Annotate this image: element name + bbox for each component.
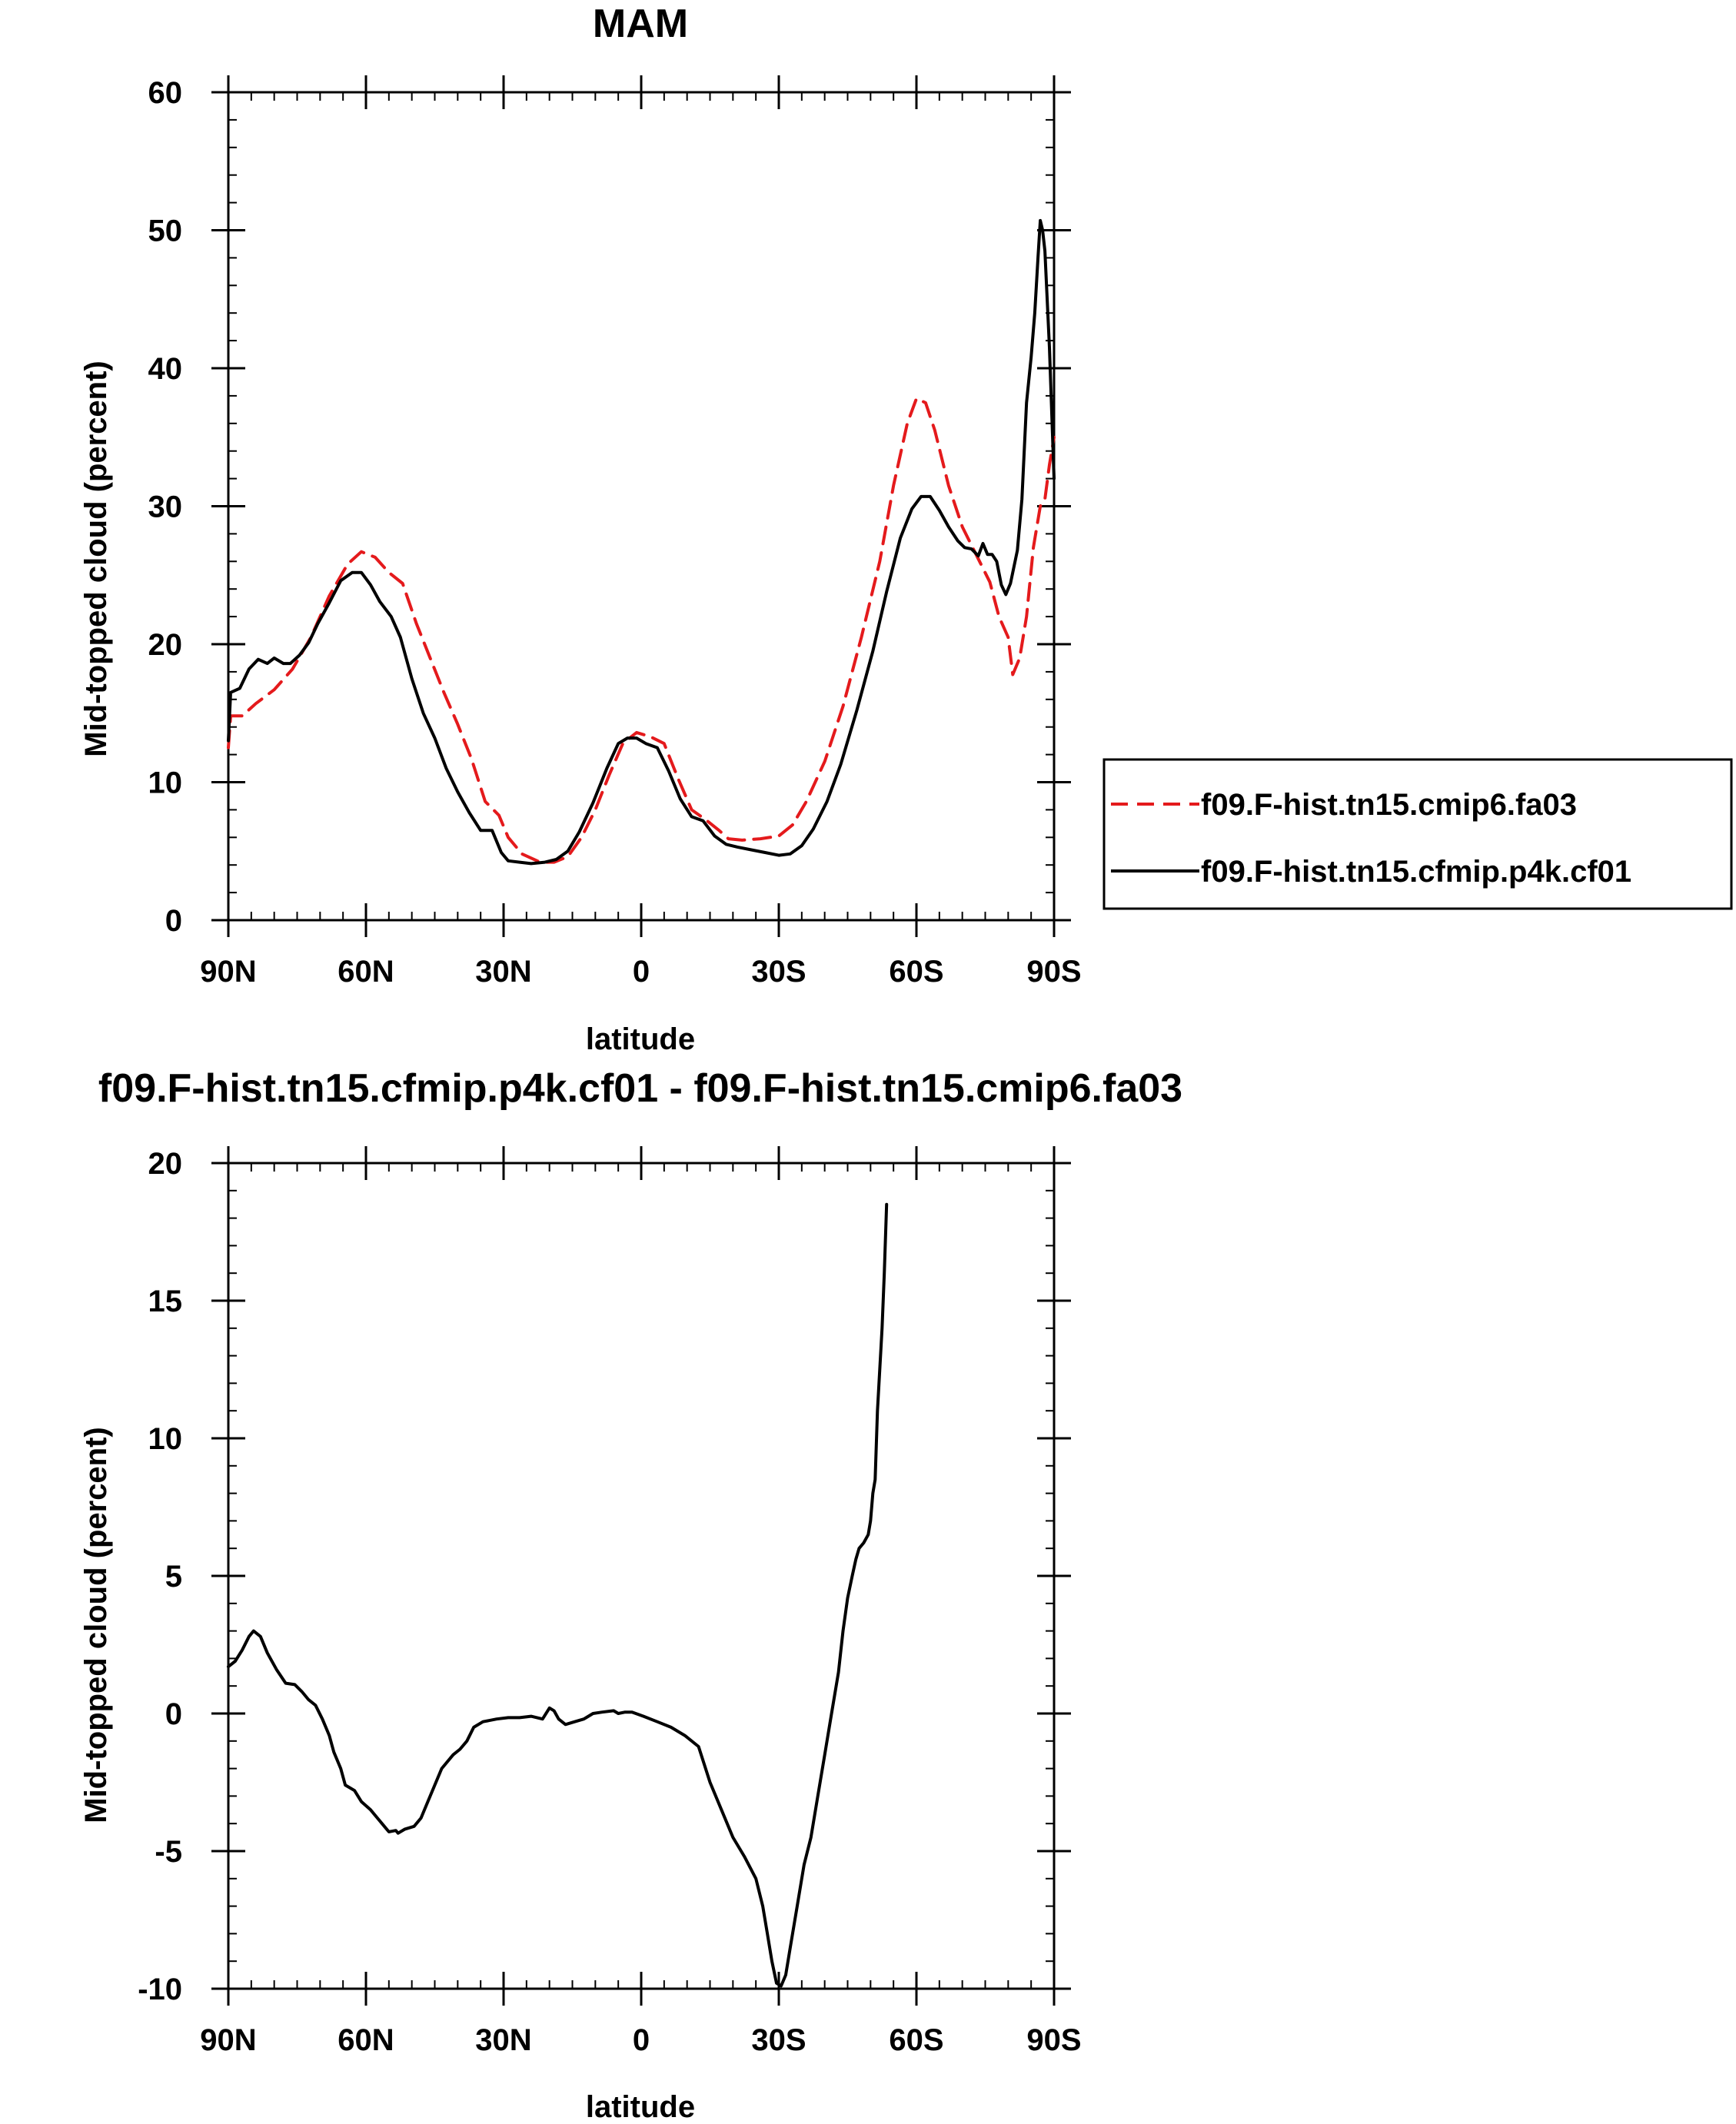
top-plot-frame [227,91,1056,922]
top-chart-title: MAM [593,2,688,46]
bottom-plot-frame [227,1162,1056,1990]
top-y-tick-label: 50 [148,214,183,248]
top-y-tick-label: 10 [148,766,183,800]
top-x-tick-label: 30N [475,955,531,989]
bottom-x-tick-label: 60N [338,2023,394,2057]
top-y-tick-label: 30 [148,490,183,524]
bottom-x-tick-label: 0 [633,2023,650,2057]
bottom-x-tick-label: 60S [889,2023,943,2057]
bottom-y-tick-label: 5 [165,1560,182,1594]
bottom-chart-title: f09.F-hist.tn15.cfmip.p4k.cf01 - f09.F-h… [98,1066,1182,1111]
bottom-chart-xlabel: latitude [586,2090,695,2124]
top-x-tick-label: 30S [751,955,806,989]
bottom-x-tick-label: 30N [475,2023,531,2057]
top-chart-ylabel: Mid-topped cloud (percent) [79,361,113,757]
bottom-chart-axes: 90N 60N 30N 0 30S 60S 90S -10 -5 0 5 10 15 20 [138,1146,1082,2057]
legend-label-cf01: f09.F-hist.tn15.cfmip.p4k.cf01 [1201,855,1631,889]
bottom-y-tick-label: -10 [138,1973,182,2006]
bottom-y-tick-label: 10 [148,1422,183,1456]
legend-box [1102,758,1733,910]
top-x-tick-label: 90N [200,955,256,989]
top-x-tick-label: 60S [889,955,943,989]
bottom-y-tick-label: 15 [148,1285,183,1318]
bottom-y-tick-label: 20 [148,1147,183,1181]
legend-label-fa03: f09.F-hist.tn15.cmip6.fa03 [1201,788,1577,822]
bottom-chart-series [227,1202,889,1988]
top-series-line-1 [227,397,1056,864]
top-series-line-2 [227,218,1056,866]
legend: f09.F-hist.tn15.cmip6.fa03 f09.F-hist.tn… [1102,758,1733,910]
bottom-series-line-1 [227,1202,889,1988]
top-chart: MAM 90N 60N 30N 0 30S 60S 90S 0 10 20 30 40 50 60 lat… [79,2,1733,1056]
bottom-x-tick-label: 30S [751,2023,806,2057]
bottom-y-tick-label: 0 [165,1697,182,1731]
top-x-tick-label: 0 [633,955,650,989]
top-y-tick-label: 40 [148,352,183,386]
top-y-tick-label: 20 [148,628,183,662]
bottom-chart-ylabel: Mid-topped cloud (percent) [79,1427,113,1823]
bottom-x-tick-label: 90S [1026,2023,1081,2057]
bottom-x-tick-label: 90N [200,2023,256,2057]
top-x-tick-label: 90S [1026,955,1081,989]
top-chart-xlabel: latitude [586,1022,695,1056]
top-chart-series [227,218,1056,866]
bottom-y-tick-label: -5 [155,1835,182,1869]
top-y-tick-label: 0 [165,904,182,938]
top-x-tick-label: 60N [338,955,394,989]
top-y-tick-label: 60 [148,76,183,110]
bottom-chart: f09.F-hist.tn15.cfmip.p4k.cf01 - f09.F-h… [79,1066,1182,2124]
top-chart-axes: 90N 60N 30N 0 30S 60S 90S 0 10 20 30 40 50 60 [148,75,1082,989]
